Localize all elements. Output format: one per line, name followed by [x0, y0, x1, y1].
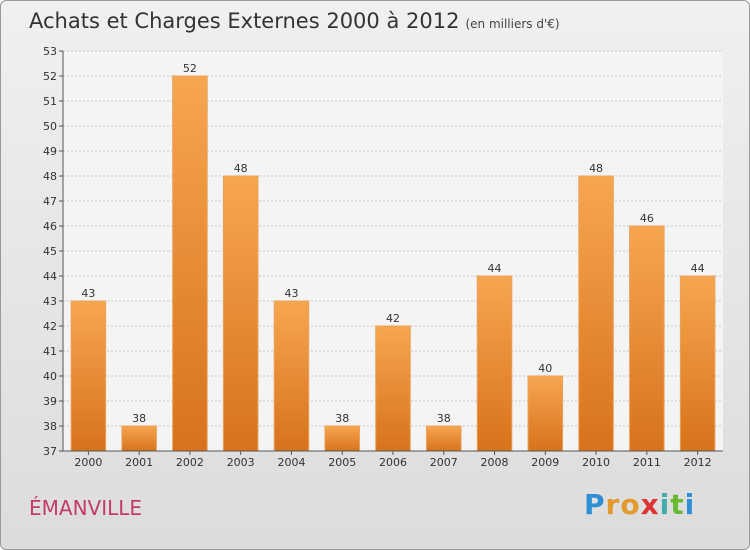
y-tick-label: 45 — [43, 245, 57, 258]
x-tick-label: 2009 — [531, 456, 559, 469]
y-tick-label: 37 — [43, 445, 57, 458]
bar — [629, 225, 665, 452]
y-tick-label: 44 — [43, 270, 57, 283]
data-label: 44 — [488, 262, 502, 275]
bar — [527, 375, 564, 452]
bar — [679, 275, 716, 452]
data-label: 48 — [234, 162, 248, 175]
commune-name: ÉMANVILLE — [29, 496, 143, 520]
x-tick-label: 2006 — [379, 456, 407, 469]
y-tick-label: 38 — [43, 420, 57, 433]
y-tick-label: 43 — [43, 295, 57, 308]
data-label: 38 — [437, 412, 451, 425]
data-label: 38 — [335, 412, 349, 425]
x-tick-label: 2008 — [481, 456, 509, 469]
y-tick-label: 47 — [43, 195, 57, 208]
x-tick-label: 2000 — [74, 456, 102, 469]
x-tick-label: 2011 — [633, 456, 661, 469]
x-tick-label: 2003 — [227, 456, 255, 469]
logo-letter: r — [605, 488, 621, 521]
data-label: 43 — [284, 287, 298, 300]
y-tick-label: 49 — [43, 145, 57, 158]
data-label: 44 — [691, 262, 705, 275]
data-label: 42 — [386, 312, 400, 325]
data-label: 40 — [538, 362, 552, 375]
chart-title: Achats et Charges Externes 2000 à 2012 (e… — [29, 9, 560, 33]
logo-letter: i — [659, 488, 671, 521]
y-tick-label: 46 — [43, 220, 57, 233]
y-tick-label: 52 — [43, 70, 57, 83]
x-tick-label: 2012 — [684, 456, 712, 469]
x-tick-label: 2010 — [582, 456, 610, 469]
y-tick-label: 40 — [43, 370, 57, 383]
title-unit: (en milliers d'€) — [465, 17, 560, 31]
bar — [70, 300, 107, 452]
data-label: 38 — [132, 412, 146, 425]
data-label: 52 — [183, 62, 197, 75]
y-tick-label: 53 — [43, 45, 57, 58]
y-tick-label: 41 — [43, 345, 57, 358]
bar — [324, 425, 360, 452]
y-tick-label: 50 — [43, 120, 57, 133]
bar — [121, 425, 157, 452]
bar — [172, 75, 208, 452]
data-label: 46 — [640, 212, 654, 225]
logo-letter: x — [640, 488, 660, 521]
proxiti-logo: Proxiti — [584, 488, 695, 521]
y-tick-label: 39 — [43, 395, 57, 408]
logo-letter: o — [620, 488, 641, 521]
title-text: Achats et Charges Externes 2000 à 2012 — [29, 9, 460, 33]
data-label: 48 — [589, 162, 603, 175]
bar — [222, 175, 259, 452]
y-tick-label: 51 — [43, 95, 57, 108]
logo-letter: t — [670, 488, 685, 521]
y-tick-label: 48 — [43, 170, 57, 183]
bar — [476, 275, 513, 452]
bar — [426, 425, 462, 452]
bar — [375, 325, 411, 452]
bar — [273, 300, 310, 452]
x-tick-label: 2002 — [176, 456, 204, 469]
data-label: 43 — [81, 287, 95, 300]
bar — [578, 175, 614, 452]
x-tick-label: 2007 — [430, 456, 458, 469]
x-tick-label: 2005 — [328, 456, 356, 469]
logo-letter: P — [584, 488, 606, 521]
y-tick-label: 42 — [43, 320, 57, 333]
x-tick-label: 2004 — [277, 456, 305, 469]
x-tick-label: 2001 — [125, 456, 153, 469]
logo-letter: i — [684, 488, 696, 521]
